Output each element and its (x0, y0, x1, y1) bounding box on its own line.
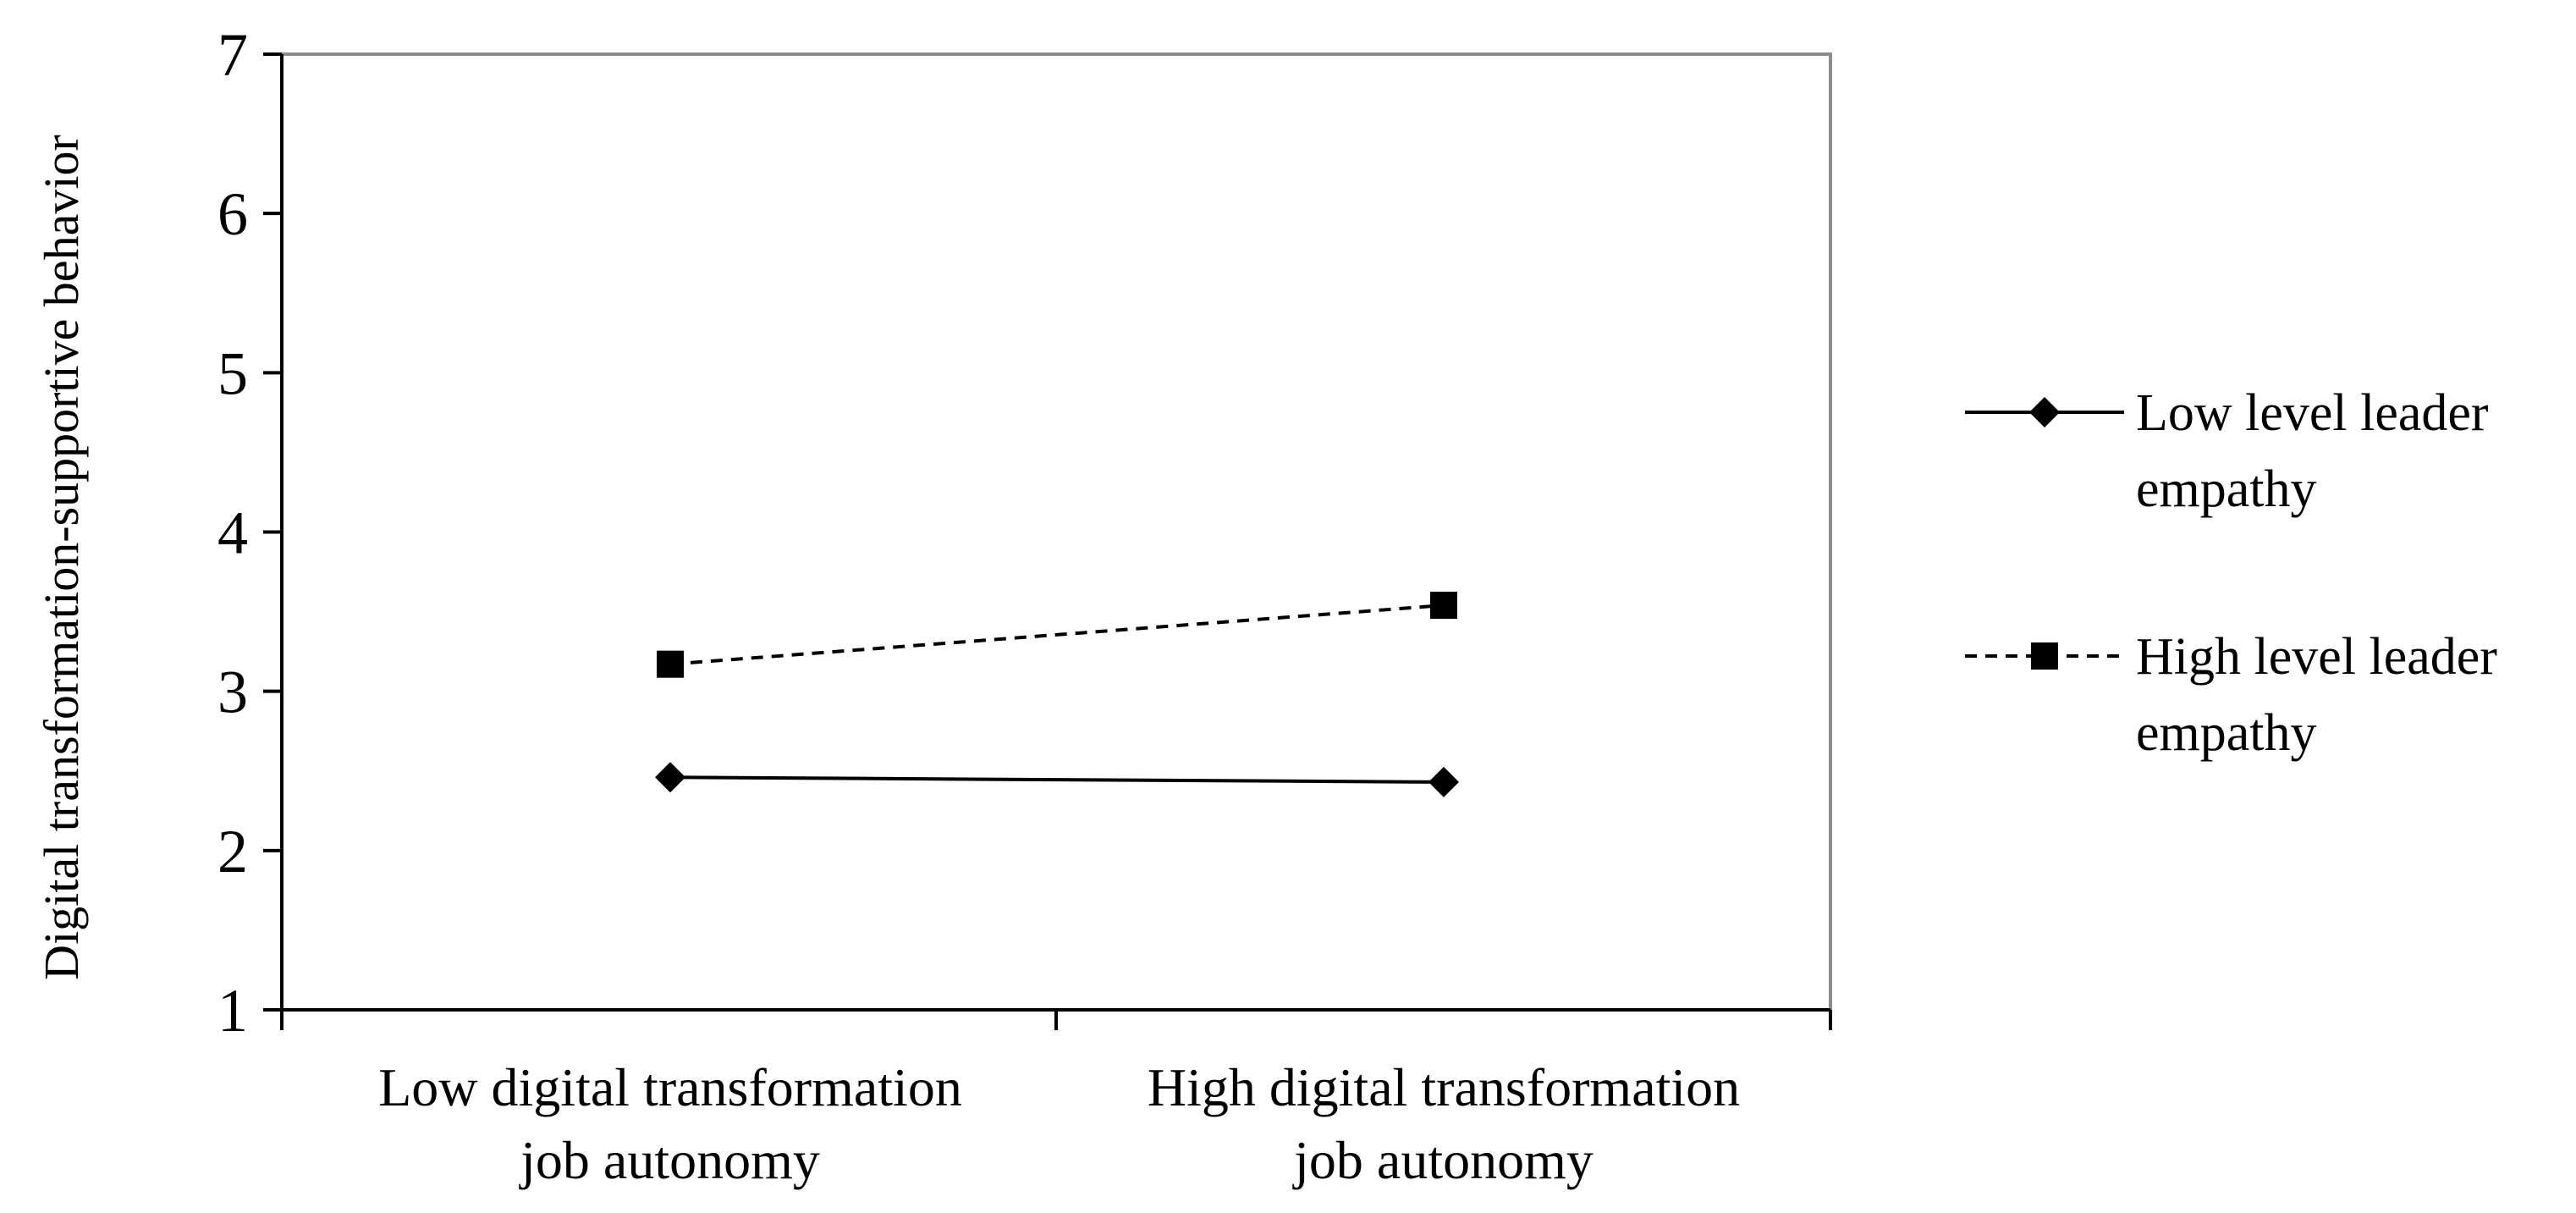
y-tick-label: 4 (217, 499, 248, 567)
legend-label-line: empathy (2136, 704, 2317, 762)
plot-border (282, 52, 1832, 1010)
series-line-low-empathy (669, 775, 1445, 784)
x-category-label-line: job autonomy (519, 1130, 820, 1190)
x-category-label-line: High digital transformation (1148, 1057, 1740, 1117)
legend-label: Low level leader empathy (2136, 384, 2489, 518)
x-category-label-line: job autonomy (1292, 1130, 1593, 1190)
y-axis-label: Digital transformation-supportive behavi… (34, 135, 89, 980)
legend-label-line: empathy (2136, 460, 2317, 518)
data-point-diamond (1428, 766, 1459, 797)
data-point-diamond (655, 762, 685, 793)
data-point-square (657, 650, 684, 678)
series-line-high-empathy (669, 604, 1445, 666)
y-tick-label: 2 (217, 818, 248, 885)
x-category-label: High digital transformation job autonomy (1148, 1057, 1740, 1190)
legend-swatch-marker (2031, 642, 2058, 670)
y-tick-label: 6 (217, 180, 248, 248)
data-point-square (1430, 592, 1457, 620)
y-tick-label: 7 (217, 21, 248, 89)
legend-label-line: Low level leader (2136, 384, 2489, 442)
legend-label-line: High level leader (2136, 628, 2497, 686)
legend-label: High level leader empathy (2136, 628, 2497, 762)
axes (280, 54, 1830, 1012)
series-group (655, 592, 1459, 797)
legend-swatch-marker (2029, 397, 2060, 427)
y-axis-label-group: Digital transformation-supportive behavi… (34, 135, 89, 980)
y-tick-label: 1 (217, 977, 248, 1045)
y-axis-ticks: 1 2 3 4 5 6 7 (217, 21, 282, 1045)
plot-area (282, 52, 1832, 1010)
y-tick-label: 5 (217, 339, 248, 407)
y-tick-label: 3 (217, 659, 248, 726)
x-category-label-line: Low digital transformation (378, 1057, 962, 1117)
x-axis-ticks: Low digital transformation job autonomyHi… (280, 1010, 1832, 1190)
x-category-label: Low digital transformation job autonomy (378, 1057, 962, 1190)
